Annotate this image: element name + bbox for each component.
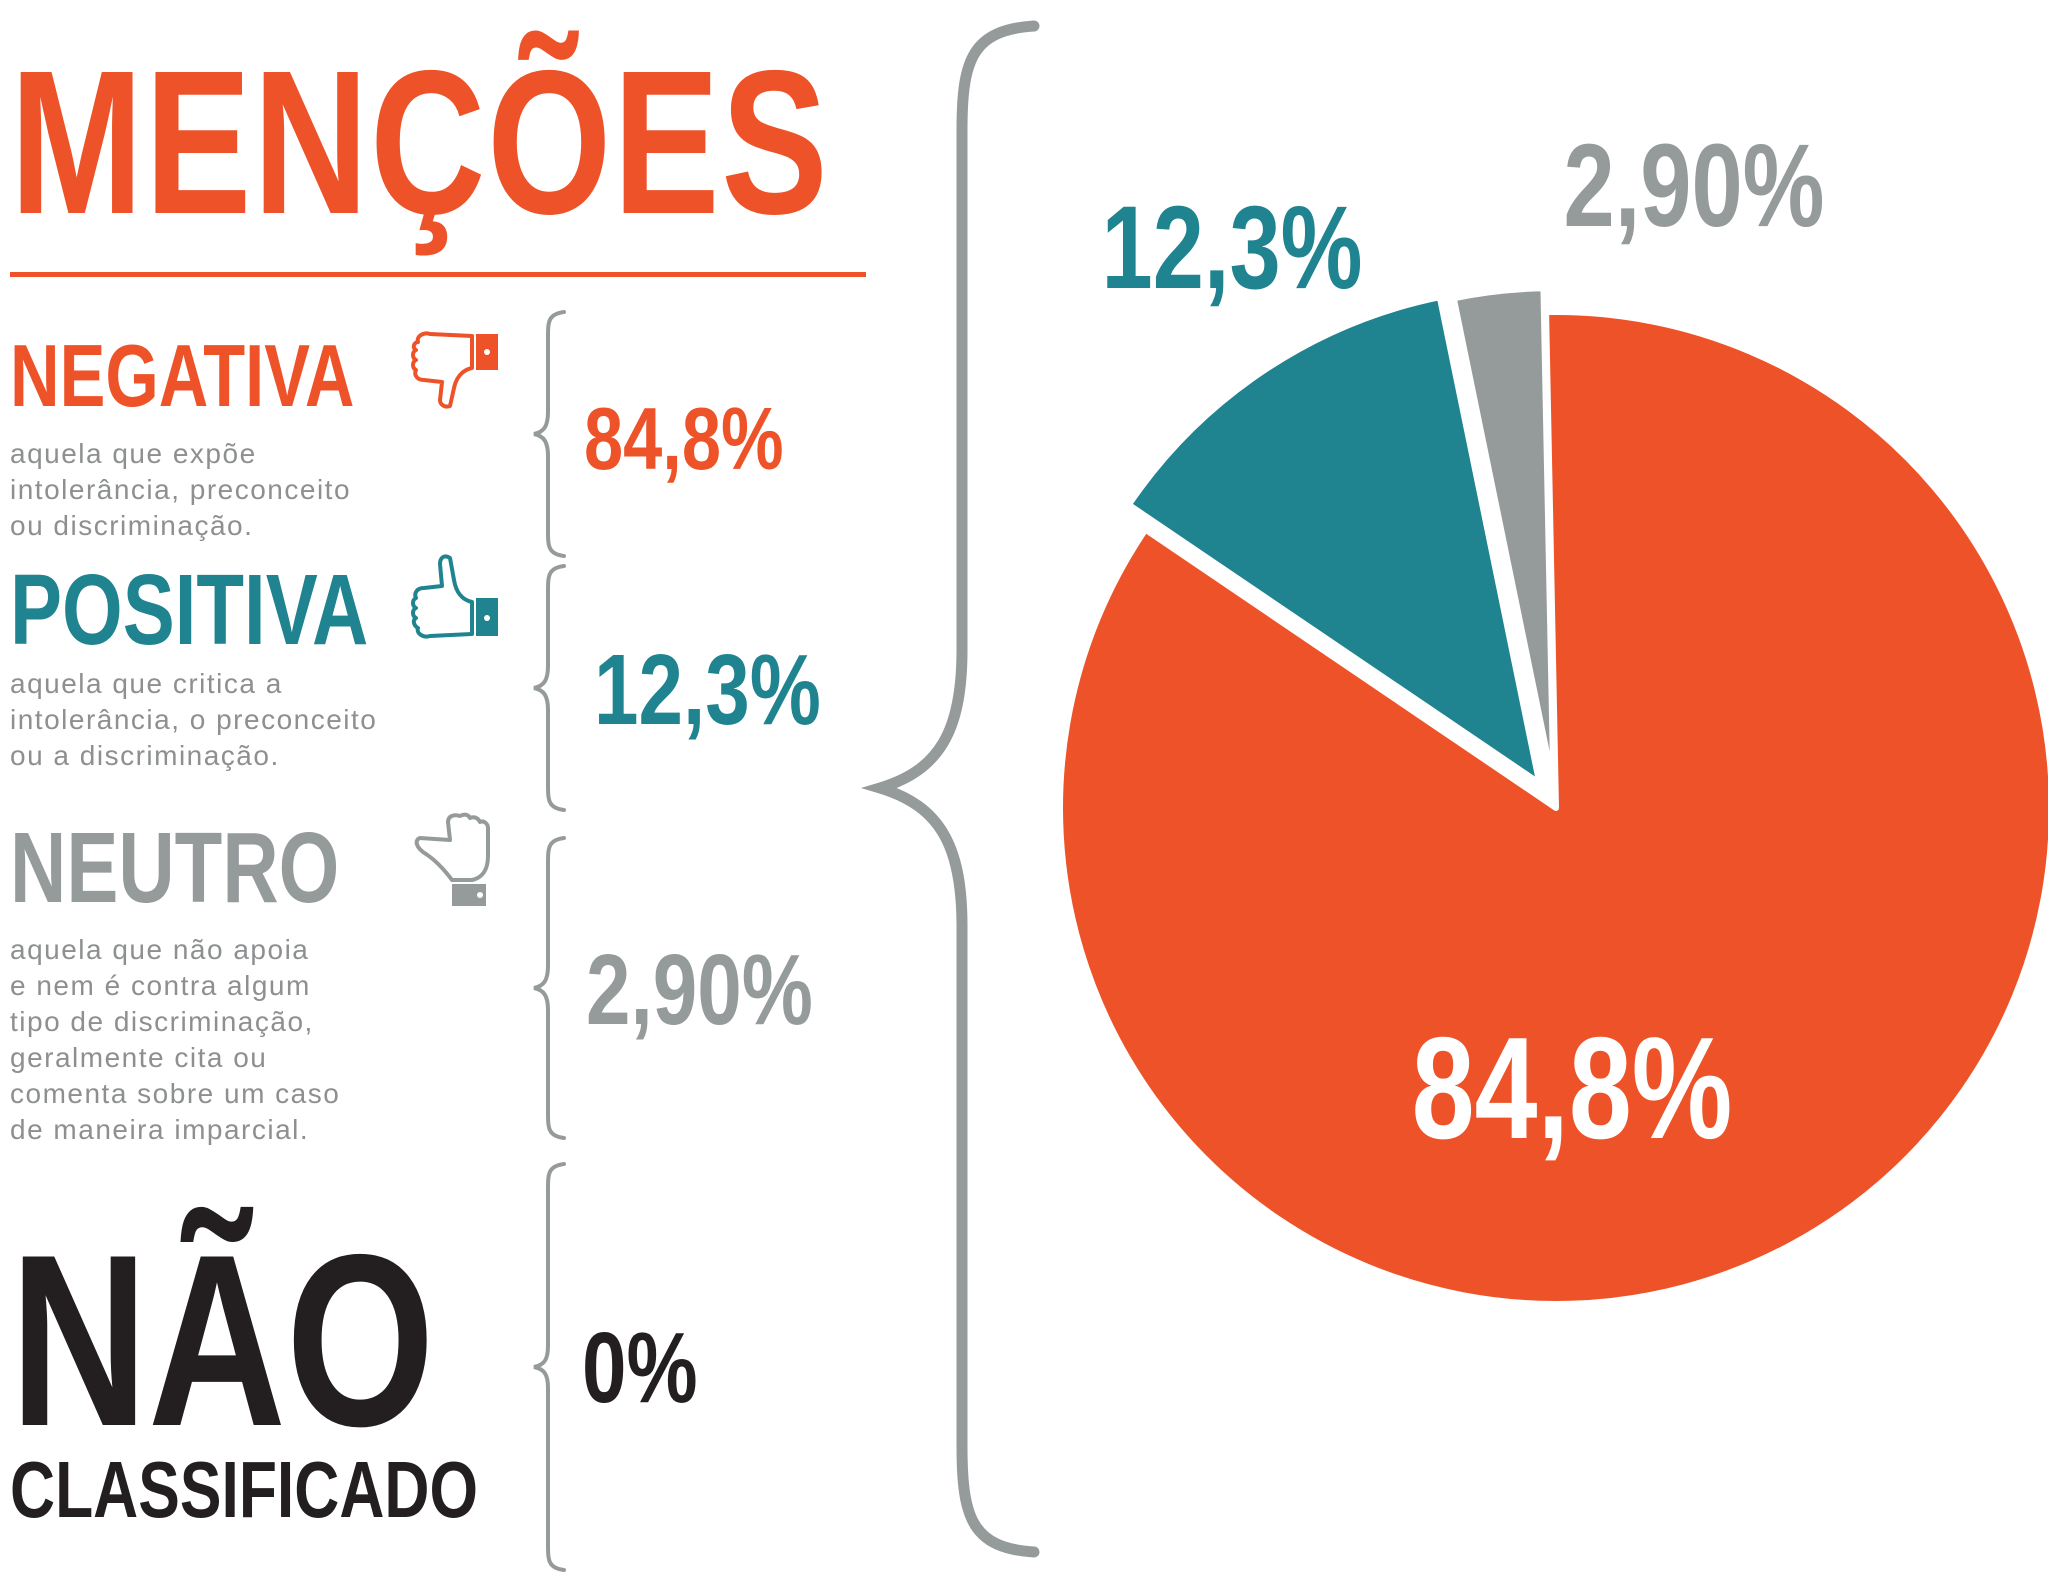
pie-slice-neutro	[1450, 285, 1557, 788]
category-label-nao-classificado-line2: CLASSIFICADO	[10, 1445, 478, 1534]
page-title: MENÇÕES	[10, 28, 830, 257]
brace-negativa	[533, 310, 566, 558]
category-label-nao-classificado-line1: NÃO	[10, 1203, 435, 1477]
description-line: tipo de discriminação,	[10, 1006, 314, 1037]
pie-data-label-negativa: 84,8%	[1412, 1006, 1733, 1169]
brace-neutro	[533, 836, 566, 1140]
category-label-positiva: POSITIVA	[10, 554, 369, 666]
chart-brace	[860, 20, 1040, 1558]
description-line: de maneira imparcial.	[10, 1114, 310, 1145]
description-line: e nem é contra algum	[10, 970, 311, 1001]
description-line: aquela que não apoia	[10, 934, 310, 965]
category-label-negativa: NEGATIVA	[10, 326, 355, 425]
category-value-negativa: 84,8%	[584, 389, 784, 488]
description-line: aquela que critica a	[10, 668, 283, 699]
description-line: ou discriminação.	[10, 510, 254, 541]
category-label-neutro: NEUTRO	[10, 812, 340, 924]
category-description-positiva: aquela que critica a intolerância, o pre…	[10, 666, 377, 774]
description-line: comenta sobre um caso	[10, 1078, 341, 1109]
thumbs-sideways-icon	[414, 812, 490, 906]
category-description-negativa: aquela que expõe intolerância, preconcei…	[10, 436, 351, 544]
brace-positiva	[533, 564, 566, 812]
pie-slice-positiva	[1125, 294, 1543, 787]
category-description-neutro: aquela que não apoia e nem é contra algu…	[10, 932, 340, 1148]
pie-data-label-positiva: 12,3%	[1102, 182, 1363, 314]
description-line: ou a discriminação.	[10, 740, 280, 771]
pie-data-label-neutro: 2,90%	[1564, 120, 1825, 252]
title-divider	[10, 272, 866, 277]
thumbs-down-icon	[411, 331, 498, 409]
description-line: intolerância, o preconceito	[10, 704, 378, 735]
thumbs-up-icon	[411, 554, 498, 639]
category-value-positiva: 12,3%	[594, 634, 821, 746]
description-line: aquela que expõe	[10, 438, 257, 469]
category-value-neutro: 2,90%	[586, 934, 813, 1046]
brace-nao-classificado	[533, 1162, 566, 1572]
description-line: geralmente cita ou	[10, 1042, 268, 1073]
category-value-nao-classificado: 0%	[582, 1312, 698, 1424]
description-line: intolerância, preconceito	[10, 474, 352, 505]
pie-slice-negativa	[1057, 309, 2048, 1307]
